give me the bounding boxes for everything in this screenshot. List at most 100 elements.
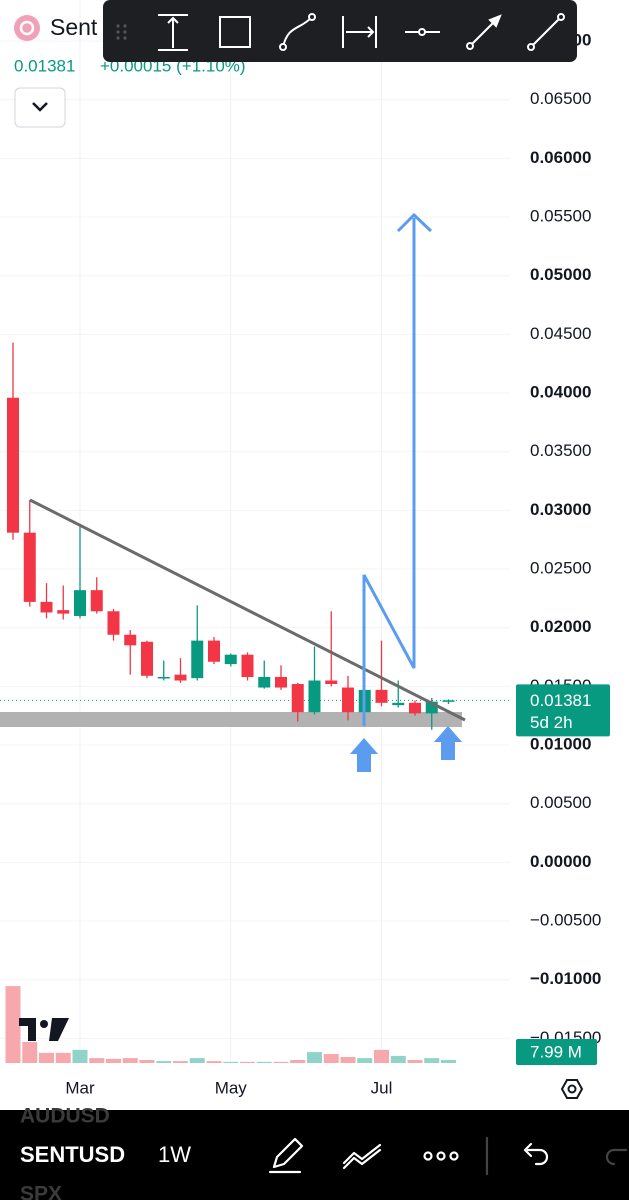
candle-body <box>325 680 338 685</box>
volume-bar <box>240 1061 255 1063</box>
volume-bar <box>139 1060 155 1063</box>
chevron-icon <box>32 102 48 112</box>
symbol-logo <box>14 15 40 41</box>
candle-body <box>275 676 287 688</box>
symbol-logo-mark <box>19 20 35 36</box>
candle-body <box>241 654 254 677</box>
volume-bar <box>39 1052 54 1063</box>
candle-body <box>291 684 304 713</box>
previous-symbol: AUDUSD <box>20 1105 110 1128</box>
price-axis: 0.070000.065000.060000.055000.050000.045… <box>516 31 610 1065</box>
time-axis: Mar May Jul <box>65 1078 392 1097</box>
y-tick-label: 0.06500 <box>530 89 591 108</box>
volume-bar <box>340 1057 356 1063</box>
price-range-tool[interactable] <box>158 14 188 51</box>
candle-body <box>157 676 170 679</box>
volume-bar <box>424 1058 440 1063</box>
candle-body <box>409 702 421 714</box>
x-tick-label: Mar <box>65 1078 95 1097</box>
last-price-label: 0.01381 <box>530 691 591 710</box>
y-tick-label: 0.04000 <box>530 383 591 402</box>
volume-bar <box>390 1055 406 1063</box>
horizontal-ray-tool[interactable] <box>405 28 440 36</box>
redo-button[interactable] <box>605 1148 628 1166</box>
volume-bar <box>55 1052 71 1063</box>
draw-button[interactable] <box>268 1137 304 1174</box>
y-tick-label: 0.06000 <box>530 148 591 167</box>
up-arrow <box>434 726 462 760</box>
volume-bar <box>223 1061 239 1063</box>
x-tick-label: May <box>215 1078 248 1097</box>
volume-bar <box>307 1052 322 1063</box>
rectangle-tool[interactable] <box>219 16 251 48</box>
y-tick-label: 0.00000 <box>530 852 591 871</box>
y-tick-label: −0.00500 <box>530 911 601 930</box>
volume-badge <box>516 1039 597 1065</box>
x-tick-label: Jul <box>371 1078 393 1097</box>
trend-line-tool[interactable] <box>527 13 565 51</box>
volume-label: 7.99 M <box>530 1042 582 1061</box>
candle-body <box>23 532 36 602</box>
countdown-label: 5d 2h <box>530 713 573 732</box>
candle-body <box>258 676 271 688</box>
candle-body <box>308 680 321 713</box>
arrow-tool[interactable] <box>466 14 502 50</box>
y-tick-label: 0.03500 <box>530 441 591 460</box>
toolbar-background <box>103 0 577 62</box>
up-arrow <box>350 738 378 772</box>
candle-body <box>174 674 187 681</box>
candle-body <box>342 687 354 713</box>
settings-button[interactable] <box>560 1079 584 1099</box>
drawing-toolbar <box>103 0 577 62</box>
candle-body <box>7 397 19 533</box>
fade-mask <box>130 1140 150 1172</box>
interval-selector[interactable]: 1W <box>158 1142 191 1167</box>
undo-button[interactable] <box>523 1142 549 1166</box>
volume-bar <box>173 1061 188 1063</box>
symbol-name[interactable]: Sent <box>50 14 98 40</box>
projection-arrowhead <box>396 212 433 233</box>
volume-bar <box>106 1058 121 1063</box>
candle-body <box>107 611 120 635</box>
volume-bars <box>5 986 456 1063</box>
symbol-selector[interactable]: SENTUSD <box>20 1142 125 1167</box>
support-zone <box>0 712 462 727</box>
volume-bar <box>407 1060 423 1063</box>
volume-bar <box>273 1061 289 1063</box>
drag-handle[interactable] <box>116 24 127 40</box>
volume-bar <box>374 1049 389 1063</box>
candle-body <box>224 654 237 665</box>
date-range-tool[interactable] <box>342 16 377 48</box>
volume-bar <box>189 1058 205 1063</box>
more-button[interactable] <box>423 1151 459 1161</box>
candle-body <box>425 701 438 714</box>
volume-bar <box>156 1061 172 1063</box>
candle-body <box>141 641 153 676</box>
volume-bar <box>441 1060 456 1063</box>
volume-bar <box>206 1061 222 1063</box>
volume-bar <box>323 1054 339 1063</box>
candle-body <box>191 640 204 679</box>
candle-body <box>208 640 220 662</box>
y-tick-label: −0.01000 <box>530 969 601 988</box>
volume-bar <box>290 1060 306 1063</box>
tradingview-logo <box>19 1018 69 1041</box>
last-price: 0.01381 <box>14 56 75 75</box>
collapse-button[interactable] <box>14 87 66 128</box>
volume-bar <box>122 1058 138 1063</box>
candle-body <box>90 590 103 612</box>
y-tick-label: 0.02000 <box>530 617 591 636</box>
path-tool[interactable] <box>279 13 316 51</box>
volume-bar <box>5 986 21 1063</box>
volume-bar <box>22 1042 38 1063</box>
y-tick-label: 0.04500 <box>530 324 591 343</box>
candle-body <box>442 700 455 702</box>
y-tick-label: 0.05000 <box>530 265 591 284</box>
indicators-button[interactable] <box>342 1143 382 1170</box>
last-price-badge <box>516 684 610 737</box>
trend-line <box>29 498 466 722</box>
bottom-bar <box>0 1110 629 1200</box>
candle-body <box>74 590 86 616</box>
candle-body <box>375 689 388 703</box>
